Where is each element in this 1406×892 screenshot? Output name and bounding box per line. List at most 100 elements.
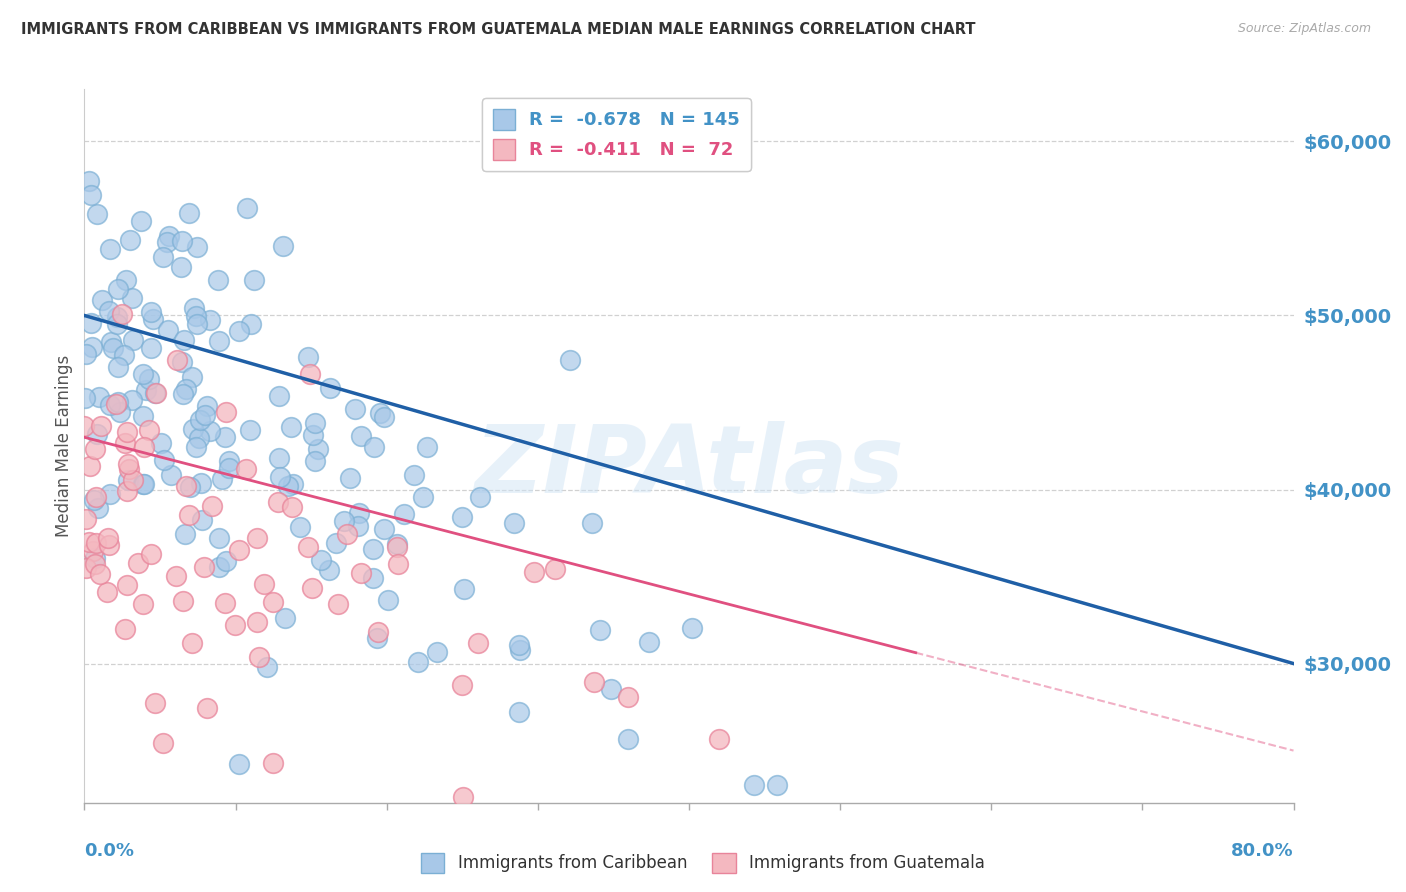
Point xyxy=(87,500,110,515)
Point xyxy=(508,638,530,652)
Point xyxy=(166,352,188,367)
Point xyxy=(152,736,174,750)
Point xyxy=(82,544,104,558)
Point xyxy=(84,490,107,504)
Point xyxy=(467,636,489,650)
Point xyxy=(112,348,135,362)
Text: ZIPAtlas: ZIPAtlas xyxy=(474,421,904,514)
Point xyxy=(453,582,475,596)
Point xyxy=(77,534,100,549)
Point xyxy=(239,317,262,331)
Point xyxy=(236,202,259,216)
Point xyxy=(84,536,107,550)
Point xyxy=(299,367,322,381)
Point xyxy=(207,273,229,287)
Point xyxy=(190,476,212,491)
Point xyxy=(765,778,787,792)
Point xyxy=(75,346,97,360)
Point xyxy=(75,560,97,574)
Point xyxy=(117,473,139,487)
Point xyxy=(707,732,730,747)
Point xyxy=(350,566,373,581)
Point xyxy=(262,594,284,608)
Point xyxy=(346,519,368,533)
Text: IMMIGRANTS FROM CARIBBEAN VS IMMIGRANTS FROM GUATEMALA MEDIAN MALE EARNINGS CORR: IMMIGRANTS FROM CARIBBEAN VS IMMIGRANTS … xyxy=(21,22,976,37)
Point xyxy=(87,390,110,404)
Point xyxy=(195,701,218,715)
Point xyxy=(132,477,155,491)
Point xyxy=(617,690,640,704)
Point xyxy=(415,440,437,454)
Point xyxy=(115,425,138,439)
Point xyxy=(262,756,284,770)
Point xyxy=(131,367,153,381)
Point xyxy=(307,442,329,456)
Point xyxy=(243,272,266,286)
Point xyxy=(347,506,370,520)
Point xyxy=(245,615,267,629)
Text: Source: ZipAtlas.com: Source: ZipAtlas.com xyxy=(1237,22,1371,36)
Point xyxy=(77,173,100,187)
Point xyxy=(224,617,246,632)
Point xyxy=(377,592,399,607)
Point xyxy=(141,547,163,561)
Point xyxy=(290,520,312,534)
Point xyxy=(89,567,111,582)
Point xyxy=(366,632,388,646)
Point xyxy=(302,428,325,442)
Point xyxy=(269,470,291,484)
Point xyxy=(318,563,340,577)
Point xyxy=(191,513,214,527)
Point xyxy=(280,420,302,434)
Point xyxy=(98,487,121,501)
Point xyxy=(100,334,122,349)
Point xyxy=(367,624,389,639)
Point xyxy=(98,538,121,552)
Point xyxy=(249,650,271,665)
Point xyxy=(114,436,136,450)
Point xyxy=(145,386,167,401)
Point xyxy=(122,473,145,487)
Point xyxy=(172,594,194,608)
Point xyxy=(149,436,172,450)
Point xyxy=(363,542,385,557)
Point xyxy=(118,461,141,475)
Point xyxy=(80,316,103,330)
Point xyxy=(187,431,209,445)
Point xyxy=(200,499,222,513)
Point xyxy=(152,250,174,264)
Point xyxy=(105,397,128,411)
Point xyxy=(392,507,415,521)
Point xyxy=(181,636,204,650)
Point xyxy=(90,418,112,433)
Point xyxy=(408,655,430,669)
Point xyxy=(177,508,200,522)
Point xyxy=(363,441,385,455)
Point xyxy=(267,450,290,465)
Point xyxy=(412,490,434,504)
Point xyxy=(90,293,112,307)
Point xyxy=(179,480,201,494)
Point xyxy=(83,492,105,507)
Point xyxy=(120,233,142,247)
Legend: R =  -0.678   N = 145, R =  -0.411   N =  72: R = -0.678 N = 145, R = -0.411 N = 72 xyxy=(482,98,751,170)
Point xyxy=(84,557,107,571)
Point xyxy=(80,340,103,354)
Point xyxy=(385,537,408,551)
Point xyxy=(86,426,108,441)
Point xyxy=(256,659,278,673)
Point xyxy=(426,644,449,658)
Point xyxy=(470,491,492,505)
Point xyxy=(117,457,139,471)
Point xyxy=(297,541,319,555)
Point xyxy=(304,453,326,467)
Point xyxy=(214,430,236,444)
Point xyxy=(599,682,621,697)
Point xyxy=(194,408,217,422)
Point xyxy=(174,382,197,396)
Point xyxy=(235,462,257,476)
Point xyxy=(269,389,291,403)
Point xyxy=(138,423,160,437)
Point xyxy=(208,334,231,348)
Point xyxy=(271,239,294,253)
